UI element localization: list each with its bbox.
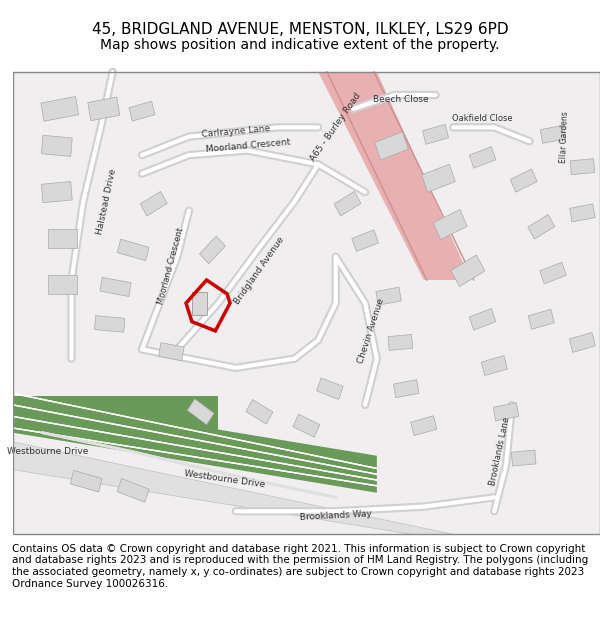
- FancyBboxPatch shape: [48, 276, 77, 294]
- FancyBboxPatch shape: [375, 132, 409, 160]
- FancyBboxPatch shape: [187, 399, 214, 424]
- Polygon shape: [13, 396, 218, 432]
- FancyBboxPatch shape: [570, 159, 595, 175]
- Polygon shape: [13, 442, 453, 534]
- Bar: [13, 72, 600, 534]
- Text: Map shows position and indicative extent of the property.: Map shows position and indicative extent…: [100, 38, 500, 51]
- FancyBboxPatch shape: [41, 135, 72, 156]
- Bar: [192, 291, 206, 315]
- FancyBboxPatch shape: [100, 278, 131, 296]
- Text: Westbourne Drive: Westbourne Drive: [7, 447, 89, 456]
- FancyBboxPatch shape: [41, 181, 72, 203]
- FancyBboxPatch shape: [334, 191, 361, 216]
- Bar: [13, 72, 600, 534]
- FancyBboxPatch shape: [541, 125, 566, 143]
- FancyBboxPatch shape: [317, 378, 343, 399]
- FancyBboxPatch shape: [569, 332, 595, 352]
- Text: Contains OS data © Crown copyright and database right 2021. This information is : Contains OS data © Crown copyright and d…: [12, 544, 588, 589]
- FancyBboxPatch shape: [411, 416, 437, 436]
- Text: Brooklands Lane: Brooklands Lane: [488, 416, 512, 486]
- Text: Ellar Gardens: Ellar Gardens: [559, 111, 570, 162]
- FancyBboxPatch shape: [70, 471, 102, 492]
- FancyBboxPatch shape: [511, 450, 536, 466]
- FancyBboxPatch shape: [394, 379, 419, 398]
- FancyBboxPatch shape: [422, 124, 449, 144]
- FancyBboxPatch shape: [540, 262, 566, 284]
- FancyBboxPatch shape: [433, 209, 467, 239]
- FancyBboxPatch shape: [528, 214, 555, 239]
- FancyBboxPatch shape: [376, 287, 401, 305]
- Text: Moorland Crescent: Moorland Crescent: [205, 138, 290, 154]
- FancyBboxPatch shape: [140, 191, 167, 216]
- FancyBboxPatch shape: [200, 236, 226, 264]
- FancyBboxPatch shape: [481, 356, 508, 376]
- Bar: [13, 72, 600, 534]
- FancyBboxPatch shape: [293, 414, 320, 437]
- FancyBboxPatch shape: [246, 399, 273, 424]
- FancyBboxPatch shape: [117, 239, 149, 261]
- FancyBboxPatch shape: [388, 334, 413, 351]
- Text: Carlrayne Lane: Carlrayne Lane: [201, 124, 271, 139]
- Text: Halstead Drive: Halstead Drive: [95, 168, 118, 235]
- FancyBboxPatch shape: [528, 309, 554, 329]
- Text: Westbourne Drive: Westbourne Drive: [183, 469, 265, 489]
- FancyBboxPatch shape: [88, 97, 120, 121]
- FancyBboxPatch shape: [158, 342, 184, 361]
- Text: A65 - Burley Road: A65 - Burley Road: [309, 91, 363, 163]
- FancyBboxPatch shape: [129, 101, 155, 121]
- FancyBboxPatch shape: [352, 230, 379, 251]
- FancyBboxPatch shape: [510, 169, 537, 192]
- FancyBboxPatch shape: [41, 96, 79, 121]
- FancyBboxPatch shape: [94, 316, 125, 332]
- FancyBboxPatch shape: [469, 309, 496, 330]
- FancyBboxPatch shape: [469, 147, 496, 168]
- FancyBboxPatch shape: [493, 402, 519, 421]
- FancyBboxPatch shape: [117, 479, 149, 502]
- Text: 45, BRIDGLAND AVENUE, MENSTON, ILKLEY, LS29 6PD: 45, BRIDGLAND AVENUE, MENSTON, ILKLEY, L…: [92, 22, 508, 37]
- Text: Brooklands Way: Brooklands Way: [299, 509, 372, 522]
- Text: Moorland Crescent: Moorland Crescent: [157, 227, 186, 306]
- Polygon shape: [13, 396, 377, 492]
- FancyBboxPatch shape: [422, 164, 455, 192]
- FancyBboxPatch shape: [451, 255, 485, 287]
- Text: Oakfield Close: Oakfield Close: [452, 114, 513, 122]
- Polygon shape: [318, 72, 471, 280]
- Text: Chevin Avenue: Chevin Avenue: [356, 297, 386, 364]
- Text: Bridgland Avenue: Bridgland Avenue: [233, 235, 286, 306]
- FancyBboxPatch shape: [48, 229, 77, 248]
- Text: Beech Close: Beech Close: [373, 95, 428, 104]
- FancyBboxPatch shape: [569, 204, 595, 222]
